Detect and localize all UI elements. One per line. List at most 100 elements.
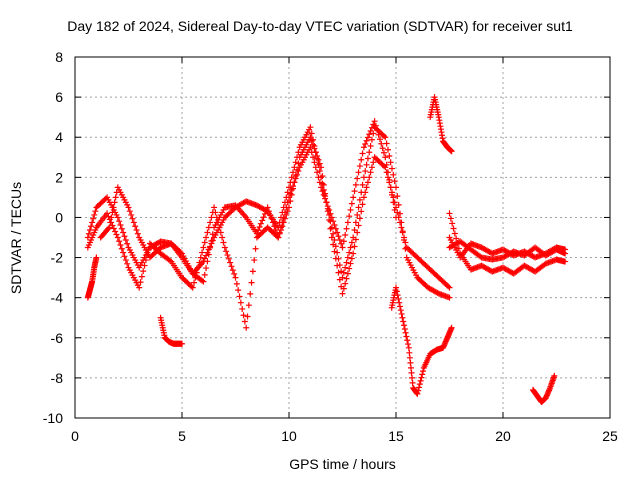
data-point xyxy=(280,214,287,221)
data-point xyxy=(372,122,379,129)
data-point xyxy=(336,276,343,283)
data-point xyxy=(110,204,117,211)
data-point xyxy=(216,224,223,231)
data-point xyxy=(121,253,128,260)
data-point xyxy=(362,189,369,196)
data-point xyxy=(188,283,195,290)
data-point xyxy=(260,214,267,221)
data-point xyxy=(117,242,124,249)
data-point xyxy=(399,229,406,236)
data-point xyxy=(236,293,243,300)
data-point xyxy=(137,279,144,286)
data-point xyxy=(455,245,462,252)
data-point xyxy=(366,149,373,156)
data-point xyxy=(323,199,330,206)
data-point xyxy=(132,223,139,230)
data-point xyxy=(346,249,353,256)
data-point xyxy=(310,154,317,161)
data-point xyxy=(269,219,276,226)
data-point xyxy=(334,229,341,236)
x-tick-label: 20 xyxy=(495,428,511,444)
data-point xyxy=(327,225,334,232)
data-point xyxy=(283,204,290,211)
data-point xyxy=(362,140,369,147)
data-point xyxy=(105,225,112,232)
data-point xyxy=(359,201,366,208)
data-point xyxy=(220,239,227,246)
data-point xyxy=(338,268,345,275)
data-point xyxy=(195,264,202,271)
data-point xyxy=(113,231,120,238)
data-point xyxy=(204,229,211,236)
data-point xyxy=(356,163,363,170)
data-point xyxy=(383,161,390,168)
data-point xyxy=(348,255,355,262)
data-point xyxy=(445,283,452,290)
data-point xyxy=(225,255,232,262)
data-point xyxy=(133,226,140,233)
data-point xyxy=(401,322,408,329)
data-point xyxy=(352,236,359,243)
data-point xyxy=(335,269,342,276)
data-point xyxy=(367,142,374,149)
data-point xyxy=(308,149,315,156)
data-point xyxy=(247,290,254,297)
data-point xyxy=(111,199,118,206)
data-point xyxy=(340,269,347,276)
data-point xyxy=(416,381,423,388)
data-point xyxy=(314,153,321,160)
data-point xyxy=(209,231,216,238)
data-point xyxy=(446,294,453,301)
data-point xyxy=(221,244,228,251)
y-tick-label: -8 xyxy=(51,370,64,386)
data-point xyxy=(290,169,297,176)
data-point xyxy=(354,229,361,236)
data-point xyxy=(212,209,219,216)
data-point xyxy=(388,191,395,198)
data-point xyxy=(370,121,377,128)
data-point xyxy=(93,254,100,261)
data-point xyxy=(316,160,323,167)
data-point xyxy=(271,223,278,230)
data-point xyxy=(344,219,351,226)
data-point xyxy=(292,159,299,166)
data-point xyxy=(332,255,339,262)
data-point xyxy=(404,337,411,344)
data-point xyxy=(255,227,262,234)
y-tick-label: -6 xyxy=(51,330,64,346)
data-point xyxy=(393,284,399,291)
data-point xyxy=(237,299,244,306)
data-point xyxy=(367,169,374,176)
data-point xyxy=(339,244,346,251)
data-point xyxy=(307,124,314,131)
data-point xyxy=(397,307,404,314)
data-point xyxy=(364,155,371,162)
data-point xyxy=(307,144,314,151)
data-point xyxy=(224,252,231,259)
data-point xyxy=(368,164,375,171)
data-point xyxy=(406,354,413,361)
data-point xyxy=(354,211,361,218)
data-point xyxy=(342,231,349,238)
data-point xyxy=(91,211,98,218)
data-point xyxy=(434,289,441,296)
data-point xyxy=(405,344,412,351)
data-point xyxy=(397,210,404,217)
data-point xyxy=(408,369,415,376)
x-axis-label: GPS time / hours xyxy=(289,456,396,472)
data-point xyxy=(449,220,456,227)
data-point xyxy=(347,244,354,251)
data-point xyxy=(284,189,291,196)
data-point xyxy=(386,176,393,183)
data-point xyxy=(347,206,354,213)
data-point xyxy=(383,140,390,147)
data-point xyxy=(387,159,394,166)
y-tick-label: 2 xyxy=(55,169,63,185)
data-point xyxy=(124,240,131,247)
data-point xyxy=(393,214,399,221)
data-point xyxy=(393,288,400,295)
data-point xyxy=(390,171,397,178)
data-point xyxy=(401,234,408,241)
data-point xyxy=(295,168,302,175)
x-tick-label: 15 xyxy=(388,428,404,444)
